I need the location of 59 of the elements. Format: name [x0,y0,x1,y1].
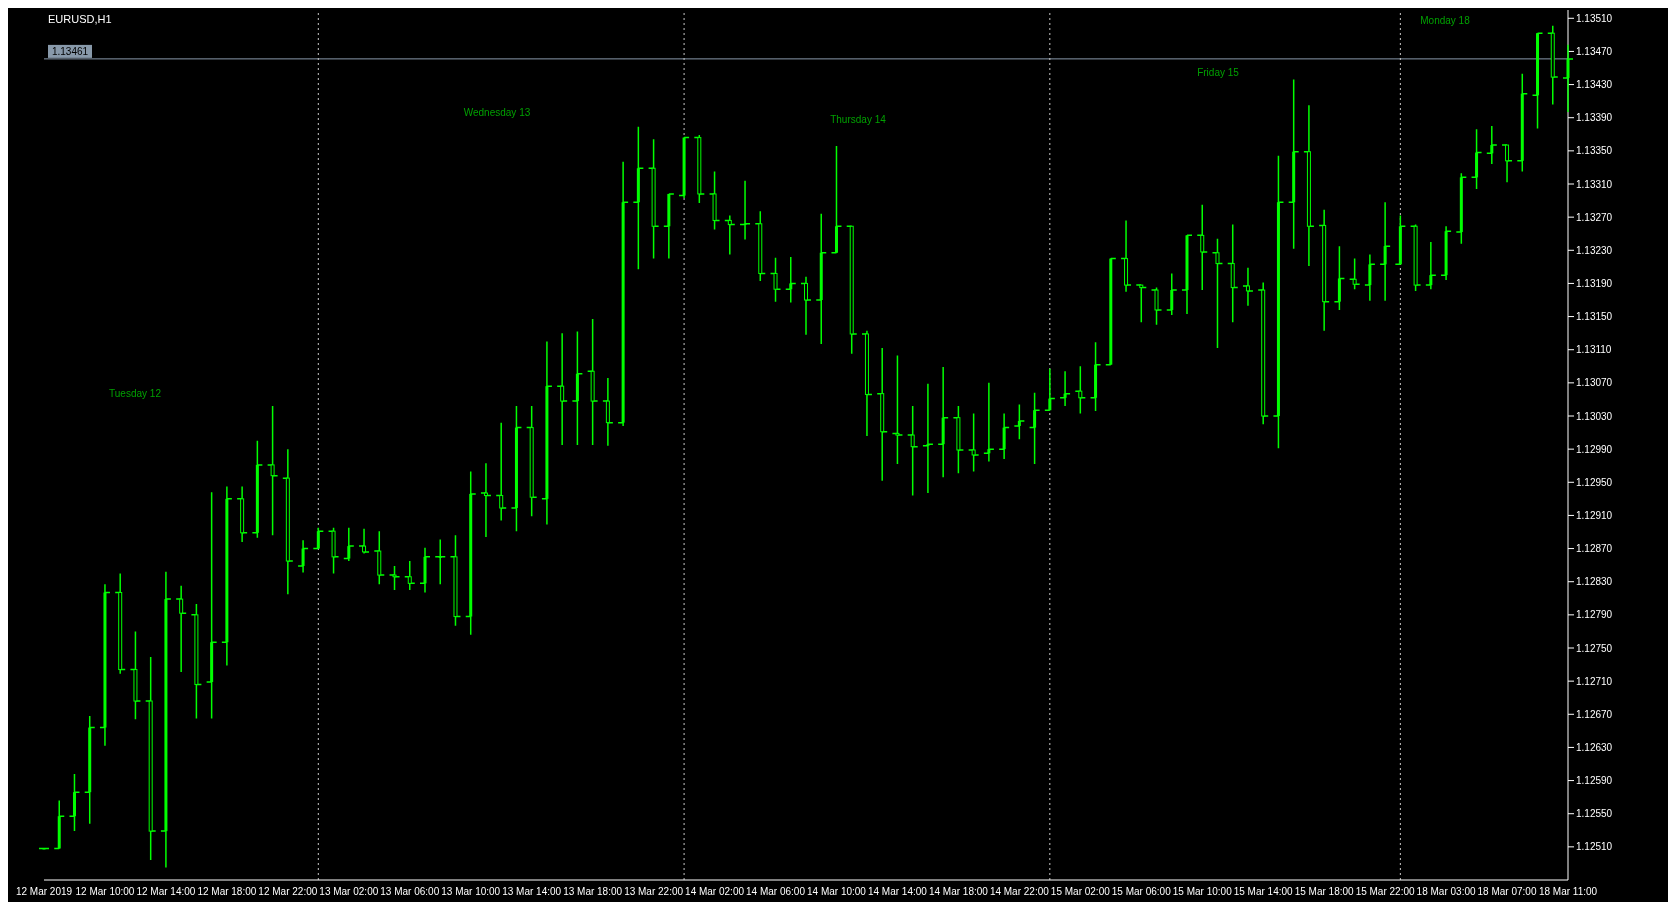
x-tick-label: 13 Mar 22:00 [624,886,684,898]
x-tick-label: 14 Mar 18:00 [928,886,989,898]
y-tick-label: 1.13110 [1576,344,1612,356]
x-tick-label: 12 Mar 2019 [15,886,73,898]
y-tick-label: 1.13350 [1576,145,1613,157]
y-tick-label: 1.12870 [1576,543,1613,555]
x-tick-label: 14 Mar 06:00 [746,886,806,898]
x-tick-label: 15 Mar 06:00 [1111,886,1172,898]
x-tick-label: 15 Mar 10:00 [1172,886,1233,898]
y-tick-label: 1.12790 [1576,609,1613,621]
annotation: Thursday 14 [830,113,886,125]
x-tick-label: 12 Mar 10:00 [75,886,135,898]
annotation: Wednesday 13 [463,106,531,118]
x-tick-label: 12 Mar 22:00 [258,886,318,898]
annotation: Monday 18 [1420,14,1470,26]
x-tick-label: 15 Mar 18:00 [1294,886,1355,898]
y-tick-label: 1.12910 [1576,509,1613,521]
annotation: Friday 15 [1197,66,1239,78]
x-tick-label: 14 Mar 22:00 [989,886,1050,898]
y-tick-label: 1.13150 [1576,311,1613,323]
y-tick-label: 1.12670 [1576,708,1613,720]
y-tick-label: 1.13030 [1576,410,1613,422]
x-tick-label: 15 Mar 14:00 [1233,886,1294,898]
x-tick-label: 15 Mar 22:00 [1355,886,1416,898]
y-tick-label: 1.13310 [1576,178,1613,190]
x-tick-label: 15 Mar 02:00 [1050,886,1111,898]
x-tick-label: 12 Mar 14:00 [136,886,196,898]
y-tick-label: 1.13070 [1576,377,1613,389]
y-tick-label: 1.13230 [1576,244,1613,256]
y-tick-label: 1.13510 [1576,12,1613,24]
x-tick-label: 18 Mar 03:00 [1416,886,1476,898]
x-tick-label: 14 Mar 10:00 [807,886,867,898]
y-tick-label: 1.12710 [1576,675,1613,687]
y-tick-label: 1.13430 [1576,79,1613,91]
y-tick-label: 1.12550 [1576,808,1613,820]
x-tick-label: 14 Mar 02:00 [685,886,745,898]
x-tick-label: 13 Mar 18:00 [563,886,623,898]
x-tick-label: 13 Mar 06:00 [380,886,440,898]
x-tick-label: 13 Mar 14:00 [502,886,562,898]
y-tick-label: 1.12510 [1576,841,1613,853]
chart-title: EURUSD,H1 [48,13,112,25]
x-tick-label: 14 Mar 14:00 [867,886,928,898]
y-tick-label: 1.12750 [1576,642,1613,654]
y-tick-label: 1.13270 [1576,211,1613,223]
y-tick-label: 1.13390 [1576,112,1613,124]
x-tick-label: 18 Mar 07:00 [1477,886,1537,898]
y-tick-label: 1.12990 [1576,443,1613,455]
x-tick-label: 18 Mar 11:00 [1538,886,1598,898]
y-tick-label: 1.12630 [1576,741,1613,753]
y-tick-label: 1.12830 [1576,576,1613,588]
x-tick-label: 13 Mar 02:00 [319,886,379,898]
y-tick-label: 1.12590 [1576,775,1613,787]
annotation: Tuesday 12 [109,387,161,399]
y-tick-label: 1.12950 [1576,476,1613,488]
y-tick-label: 1.13190 [1576,277,1613,289]
x-tick-label: 12 Mar 18:00 [197,886,257,898]
ref-line-label: 1.13461 [51,45,89,57]
y-tick-label: 1.13470 [1576,45,1613,57]
x-tick-label: 13 Mar 10:00 [441,886,501,898]
